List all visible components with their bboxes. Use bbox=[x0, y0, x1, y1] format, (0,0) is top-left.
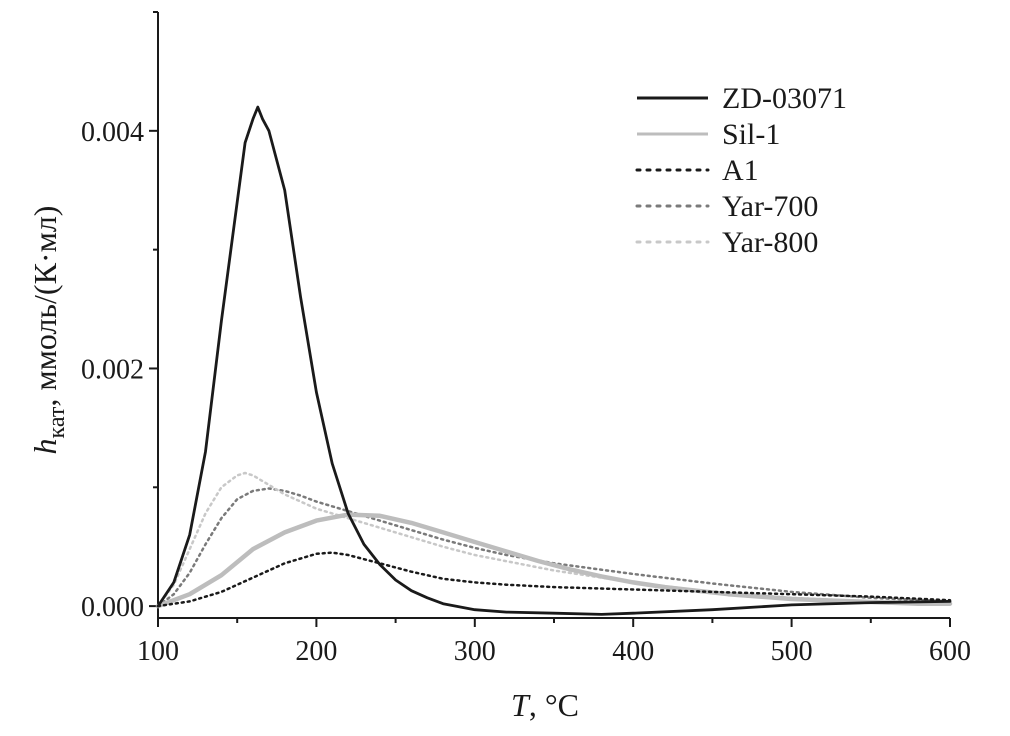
legend-label: Sil-1 bbox=[722, 118, 780, 151]
y-tick-label: 0.004 bbox=[81, 117, 144, 148]
legend-label: Yar-800 bbox=[722, 226, 818, 259]
y-axis-title: hкат, ммоль/(К·мл) bbox=[27, 206, 70, 455]
x-tick-label: 500 bbox=[771, 636, 813, 667]
series-line-zd-03071 bbox=[156, 105, 952, 616]
series-line-yar-700 bbox=[156, 487, 952, 608]
x-tick-label: 600 bbox=[929, 636, 971, 667]
y-tick-label: 0.002 bbox=[81, 354, 144, 385]
series-lines bbox=[155, 105, 953, 616]
series-line-sil-1 bbox=[155, 512, 953, 609]
y-tick-label: 0.000 bbox=[81, 592, 144, 623]
x-tick-label: 300 bbox=[454, 636, 496, 667]
x-tick-label: 200 bbox=[295, 636, 337, 667]
ticks: 100 200 300 400 500 600 0.000 0.002 0.004 bbox=[81, 11, 971, 667]
x-tick-label: 100 bbox=[137, 636, 179, 667]
x-tick-label: 400 bbox=[612, 636, 654, 667]
x-axis-title: T, °C bbox=[511, 687, 579, 723]
legend-label: ZD-03071 bbox=[722, 82, 847, 115]
legend-label: A1 bbox=[722, 154, 759, 187]
legend-label: Yar-700 bbox=[722, 190, 818, 223]
series-line-a1 bbox=[156, 551, 952, 608]
